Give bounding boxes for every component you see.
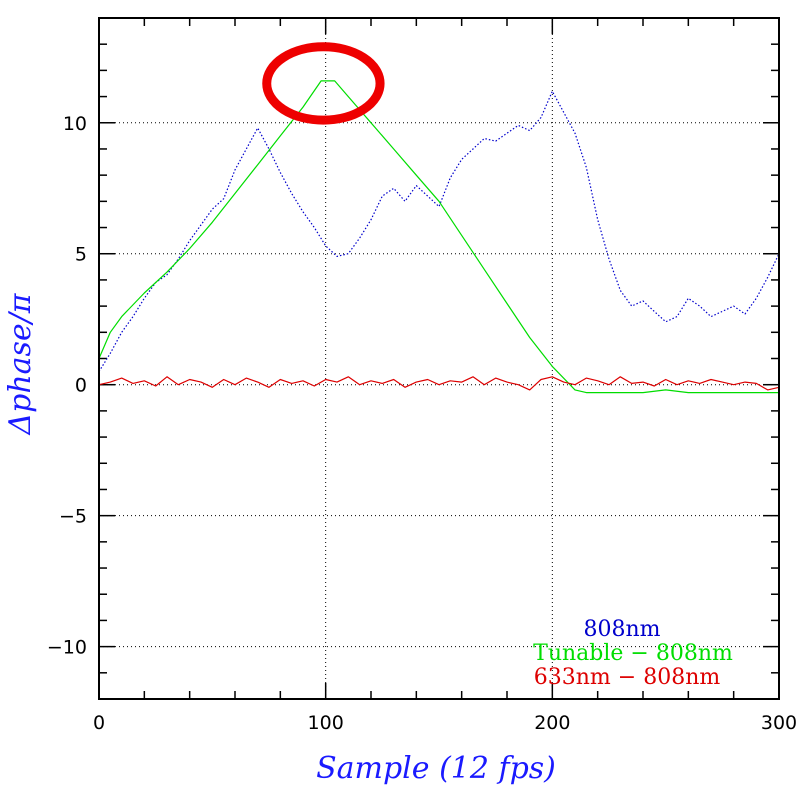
x-tick-label: 100	[308, 712, 344, 734]
plot-frame	[98, 17, 780, 700]
x-tick-label: 300	[761, 712, 797, 734]
series-line-0	[98, 90, 780, 372]
series-line-2	[98, 376, 780, 391]
data-series	[98, 80, 780, 394]
y-tick-label: −10	[47, 637, 87, 659]
tick-labels: 0 100 200 300 −10 −5 0 5 10	[47, 113, 797, 734]
y-tick-label: 10	[63, 113, 87, 135]
annotations	[262, 42, 385, 125]
series-line-1	[98, 80, 779, 394]
legend-entry-tunable: Tunable − 808nm	[533, 641, 733, 666]
y-tick-label: 0	[75, 375, 87, 397]
legend: 808nm Tunable − 808nm 633nm − 808nm	[533, 617, 733, 690]
y-axis-title: Δphase/π	[3, 292, 38, 435]
x-tick-label: 200	[534, 712, 570, 734]
legend-entry-633nm: 633nm − 808nm	[534, 665, 721, 690]
grid-lines	[99, 18, 779, 699]
legend-entry-808nm: 808nm	[583, 617, 660, 642]
y-tick-label: 5	[75, 244, 87, 266]
x-tick-label: 0	[93, 712, 105, 734]
axis-ticks	[98, 17, 780, 700]
highlight-ellipse	[262, 42, 385, 125]
y-tick-label: −5	[59, 506, 87, 528]
x-axis-title: Sample (12 fps)	[316, 751, 556, 786]
